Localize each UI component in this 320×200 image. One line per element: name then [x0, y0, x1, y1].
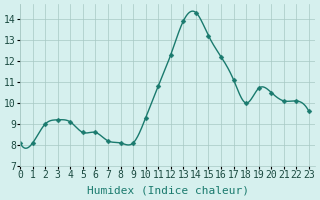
- X-axis label: Humidex (Indice chaleur): Humidex (Indice chaleur): [87, 186, 249, 196]
